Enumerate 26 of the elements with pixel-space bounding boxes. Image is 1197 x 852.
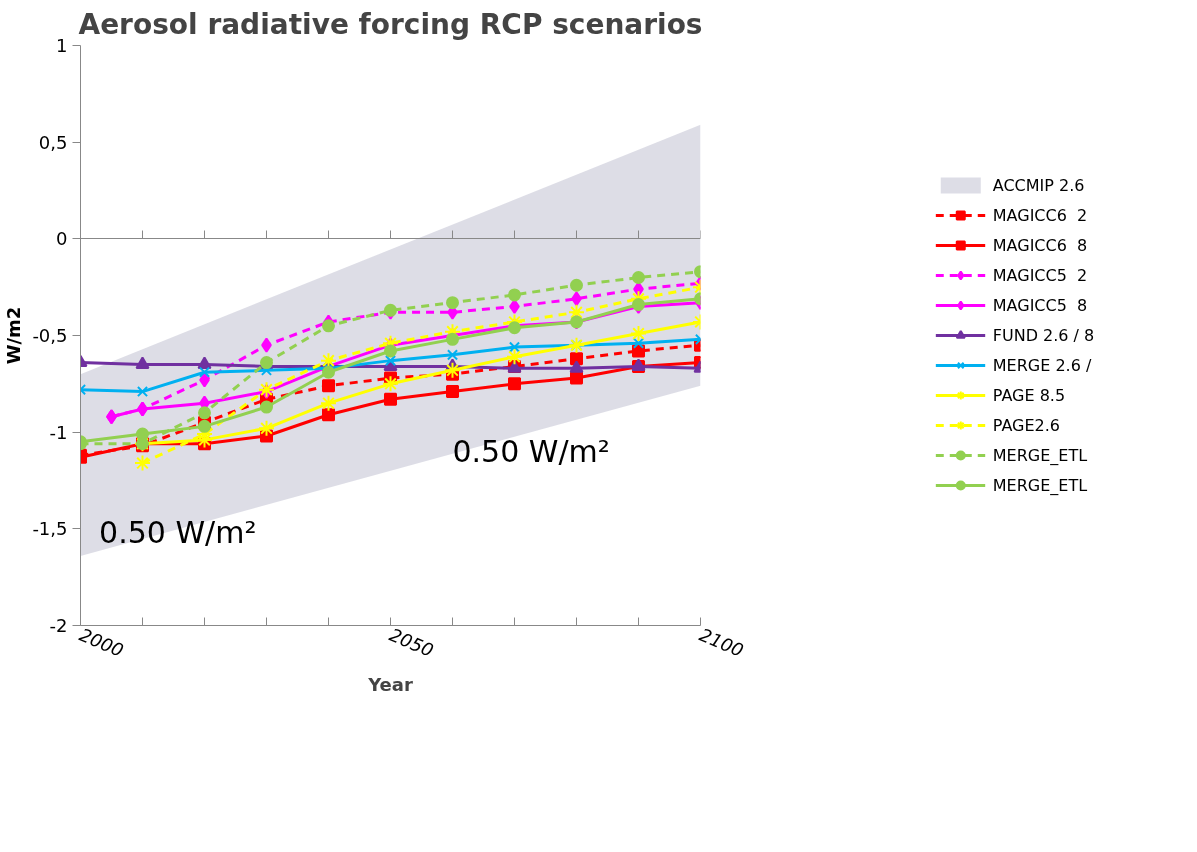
legend-label: MAGICC6 2 [992,205,1088,225]
x-tick-label: 2000 [76,623,127,662]
chart-title: Aerosol radiative forcing RCP scenarios [78,7,703,41]
y-axis-title: W/m2 [3,306,25,365]
y-tick-label: 1 [56,35,68,56]
legend-label: MAGICC5 8 [992,295,1088,315]
y-tick-label: -1 [49,421,68,443]
legend-label: PAGE 8.5 [992,385,1066,405]
y-tick-label: -2 [49,615,68,636]
x-tick-label: 2100 [696,623,747,662]
x-tick-label: 2050 [386,623,437,662]
legend-label: ACCMIP 2.6 [992,175,1085,195]
y-tick-label: 0 [56,228,68,250]
legend-label: MERGE_ETL [992,475,1088,495]
annotation: 0.50 W/m² [99,515,257,551]
legend-label: MERGE 2.6 / [992,355,1092,375]
x-axis-title: Year [367,673,413,695]
annotation: 0.50 W/m² [452,434,610,469]
legend-label: MERGE_ETL [992,445,1088,465]
legend-label: FUND 2.6 / 8 [992,325,1095,345]
y-tick-label: -1,5 [32,518,68,540]
y-tick-label: -0,5 [32,325,68,346]
y-tick-label: 0,5 [38,131,68,153]
legend-label: MAGICC5 2 [992,265,1088,285]
legend-label: MAGICC6 8 [992,235,1088,255]
legend-label: PAGE2.6 [992,415,1061,435]
